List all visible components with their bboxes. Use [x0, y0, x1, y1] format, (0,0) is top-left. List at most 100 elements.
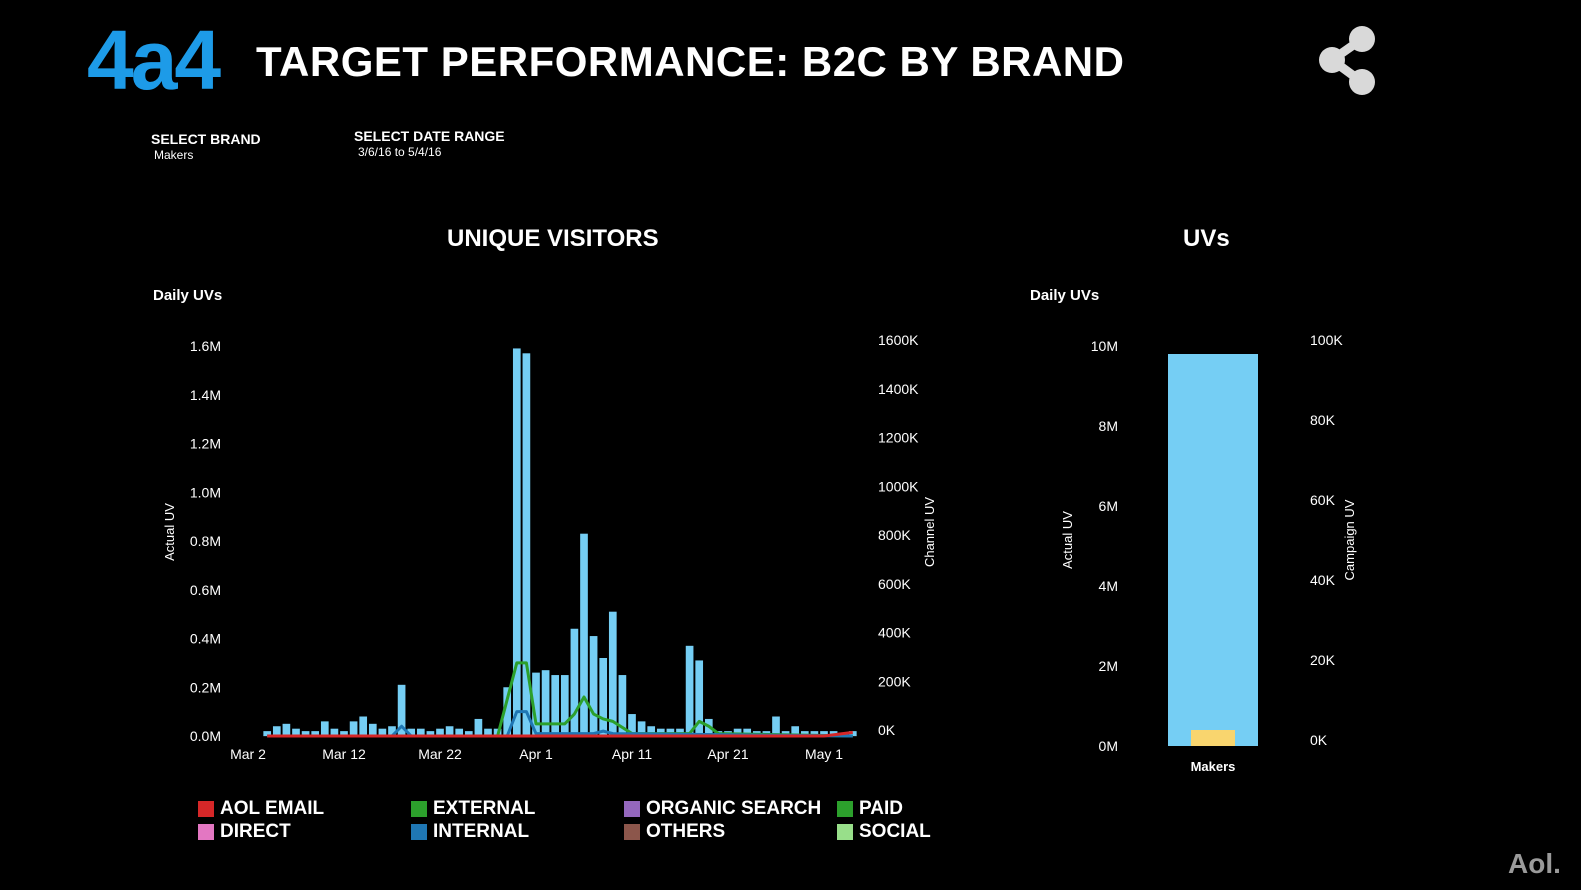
unique-visitors-chart: 0.0M 0.2M 0.4M 0.6M 0.8M 1.0M 1.2M 1.4M 1.6M 0K 20…: [162, 332, 937, 762]
y2-tick-label: 800K: [878, 527, 911, 543]
y2-tick-label: 1600K: [878, 332, 919, 348]
uv-bar: [522, 353, 531, 736]
y-tick-label: 6M: [1099, 498, 1118, 514]
y-axis-title: Actual UV: [1060, 511, 1075, 569]
uv-bar: [608, 611, 617, 736]
legend-swatch: [837, 824, 853, 840]
brand-logo: 4a4: [87, 13, 221, 107]
uv-bar: [340, 731, 348, 736]
y2-tick-label: 600K: [878, 576, 911, 592]
y-tick-label: 0.4M: [190, 631, 221, 647]
y2-tick-label: 60K: [1310, 492, 1336, 508]
uv-bar: [733, 728, 742, 736]
y2-tick-label: 80K: [1310, 412, 1336, 428]
uv-bar: [618, 675, 627, 736]
date-range-label: SELECT DATE RANGE: [354, 128, 505, 144]
uv-bar: [820, 731, 828, 736]
aol-logo: Aol.: [1508, 848, 1561, 879]
uv-bar: [503, 687, 512, 736]
uv-bar: [800, 731, 809, 736]
y-axis-title: Actual UV: [162, 503, 177, 561]
uv-bar: [263, 731, 272, 736]
uv-bar: [695, 660, 704, 736]
uv-bar: [512, 348, 521, 736]
legend-label: ORGANIC SEARCH: [646, 798, 822, 819]
uv-bar: [378, 728, 387, 736]
share-icon[interactable]: [1314, 22, 1384, 102]
uv-bar: [647, 726, 656, 736]
legend-swatch: [624, 801, 640, 817]
legend-item-others[interactable]: OTHERS: [624, 821, 725, 843]
uv-bar: [464, 731, 473, 736]
y2-tick-label: 1400K: [878, 381, 919, 397]
uvs-chart: 0M 2M 4M 6M 8M 10M 0K 20K 40K 60K 80K 100K Actual UV…: [1060, 332, 1357, 774]
y-tick-label: 1.0M: [190, 484, 221, 500]
legend-label: SOCIAL: [859, 821, 931, 842]
x-tick-label: Mar 2: [230, 746, 266, 762]
uv-bar: [580, 533, 588, 736]
uv-bar: [791, 726, 800, 736]
page-title: TARGET PERFORMANCE: B2C BY BRAND: [256, 38, 1125, 85]
uvs-chart-subtitle: Daily UVs: [1030, 287, 1100, 304]
legend-item-paid[interactable]: PAID: [837, 798, 903, 820]
uv-bar: [772, 716, 780, 736]
legend-item-organic-search[interactable]: ORGANIC SEARCH: [624, 798, 821, 820]
y2-tick-label: 0K: [878, 722, 896, 738]
legend-swatch: [198, 801, 214, 817]
uv-bar: [282, 723, 291, 736]
series-line: [267, 730, 853, 738]
uv-bar: [810, 731, 819, 736]
legend: AOL EMAIL DIRECT EXTERNAL INTERNAL ORGAN…: [198, 798, 958, 850]
legend-label: EXTERNAL: [433, 798, 536, 819]
y2-tick-label: 100K: [1310, 332, 1343, 348]
uv-bar: [272, 726, 281, 736]
uv-bar: [330, 728, 339, 736]
y2-tick-label: 400K: [878, 625, 911, 641]
category-label: Makers: [1191, 759, 1236, 774]
x-tick-label: Mar 12: [322, 746, 366, 762]
uv-bar: [484, 728, 492, 736]
uv-bar: [628, 714, 636, 736]
legend-swatch: [624, 824, 640, 840]
uv-chart-title: UNIQUE VISITORS: [447, 225, 659, 252]
uv-bar: [743, 728, 752, 736]
brand-filter[interactable]: SELECT BRAND Makers: [151, 131, 261, 162]
legend-item-external[interactable]: EXTERNAL: [411, 798, 535, 820]
y2-tick-label: 1000K: [878, 478, 919, 494]
uv-bar: [589, 636, 598, 736]
legend-item-internal[interactable]: INTERNAL: [411, 821, 529, 843]
uv-bar: [570, 628, 579, 736]
legend-label: AOL EMAIL: [220, 798, 325, 819]
uv-bar-makers: [1168, 354, 1258, 746]
uv-bar: [541, 670, 550, 736]
date-range-filter[interactable]: SELECT DATE RANGE 3/6/16 to 5/4/16: [354, 128, 505, 159]
uv-bar: [474, 718, 483, 736]
uv-bar: [551, 675, 560, 736]
x-tick-label: May 1: [805, 746, 843, 762]
uv-bar: [637, 721, 646, 736]
uv-bar: [311, 731, 320, 736]
uv-bar: [359, 716, 368, 736]
legend-label: INTERNAL: [433, 821, 530, 842]
brand-filter-value[interactable]: Makers: [154, 148, 194, 162]
y2-tick-label: 0K: [1310, 732, 1328, 748]
uv-bar: [407, 728, 416, 736]
legend-swatch: [837, 801, 853, 817]
uv-chart-subtitle: Daily UVs: [153, 287, 223, 304]
uv-bar: [368, 723, 377, 736]
x-tick-label: Apr 11: [612, 746, 652, 762]
uv-bar: [436, 728, 444, 736]
x-tick-label: Mar 22: [418, 746, 462, 762]
series-line: [267, 710, 853, 738]
y-tick-label: 0.2M: [190, 679, 221, 695]
legend-swatch: [198, 824, 214, 840]
legend-item-direct[interactable]: DIRECT: [198, 821, 291, 843]
uv-bar: [599, 658, 608, 736]
y-tick-label: 1.4M: [190, 387, 221, 403]
date-range-value[interactable]: 3/6/16 to 5/4/16: [358, 145, 442, 159]
legend-item-social[interactable]: SOCIAL: [837, 821, 931, 843]
y-tick-label: 10M: [1091, 338, 1118, 354]
y-tick-label: 2M: [1099, 658, 1118, 674]
legend-item-aol-email[interactable]: AOL EMAIL: [198, 798, 324, 820]
uv-bar: [532, 672, 540, 736]
